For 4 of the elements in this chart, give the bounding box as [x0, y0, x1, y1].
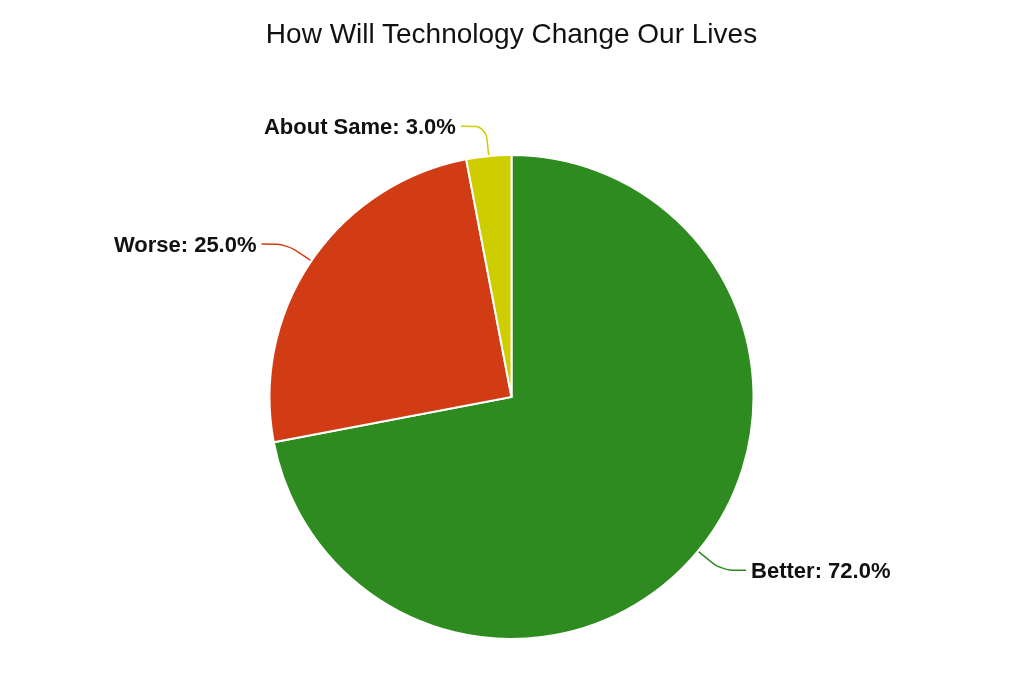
chart-title: How Will Technology Change Our Lives	[265, 17, 758, 49]
slice-label: Better: 72.0%	[751, 557, 891, 583]
slice-label: About Same: 3.0%	[263, 113, 456, 139]
slice-label: Worse: 25.0%	[113, 231, 257, 257]
